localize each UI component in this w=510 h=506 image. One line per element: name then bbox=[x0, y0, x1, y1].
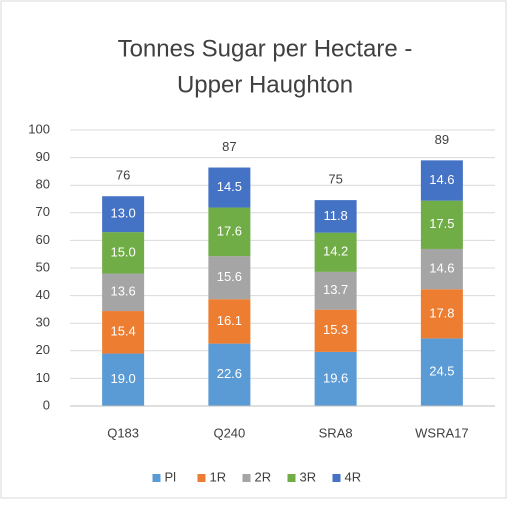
bar-segment bbox=[420, 289, 463, 339]
data-label: 11.8 bbox=[323, 208, 347, 223]
bar-segment bbox=[102, 196, 145, 233]
chart-title: Tonnes Sugar per Hectare - bbox=[118, 35, 413, 62]
bar-segment bbox=[314, 351, 357, 406]
data-label: 22.6 bbox=[217, 366, 242, 381]
y-tick-label: 80 bbox=[36, 177, 50, 192]
x-tick-label: WSRA17 bbox=[415, 425, 468, 440]
data-label: 14.2 bbox=[323, 244, 348, 259]
bar-segment bbox=[208, 207, 251, 257]
data-label: 15.0 bbox=[110, 244, 135, 259]
data-label: 13.6 bbox=[110, 284, 135, 299]
data-label: 15.3 bbox=[323, 322, 348, 337]
bar-segment bbox=[314, 309, 357, 352]
y-tick-label: 0 bbox=[43, 397, 50, 412]
legend-label: 3R bbox=[300, 469, 317, 484]
bar-segment bbox=[102, 311, 145, 354]
chart-title: Upper Haughton bbox=[177, 71, 353, 98]
x-tick-label: Q240 bbox=[213, 425, 245, 440]
bar-segment bbox=[314, 232, 357, 272]
total-label: 87 bbox=[222, 139, 236, 154]
y-tick-label: 100 bbox=[28, 121, 50, 136]
data-label: 17.8 bbox=[429, 305, 454, 320]
y-tick-label: 50 bbox=[36, 259, 50, 274]
bar-segment bbox=[102, 353, 145, 406]
bar-segment bbox=[208, 167, 251, 208]
legend-swatch bbox=[242, 474, 251, 482]
legend-label: 2R bbox=[255, 469, 272, 484]
bar-segment bbox=[314, 271, 357, 310]
data-label: 24.5 bbox=[429, 364, 454, 379]
data-label: 15.4 bbox=[110, 324, 135, 339]
y-tick-label: 90 bbox=[36, 149, 50, 164]
data-label: 14.6 bbox=[429, 261, 454, 276]
data-label: 13.0 bbox=[110, 206, 135, 221]
x-tick-label: Q183 bbox=[107, 425, 139, 440]
legend-swatch bbox=[287, 474, 296, 482]
bar-segment bbox=[102, 232, 145, 274]
legend-label: Pl bbox=[165, 469, 177, 484]
data-label: 19.0 bbox=[110, 371, 135, 386]
data-label: 17.6 bbox=[217, 223, 242, 238]
bar-segment bbox=[208, 256, 251, 300]
total-label: 89 bbox=[435, 132, 449, 147]
bar-segment bbox=[314, 200, 357, 233]
legend-swatch bbox=[152, 474, 161, 482]
data-label: 14.6 bbox=[429, 172, 454, 187]
bar-segment bbox=[208, 299, 251, 344]
bar-segment bbox=[420, 160, 463, 201]
y-tick-label: 30 bbox=[36, 315, 50, 330]
bar-segment bbox=[420, 248, 463, 290]
y-tick-label: 60 bbox=[36, 232, 50, 247]
legend-label: 1R bbox=[210, 469, 227, 484]
y-tick-label: 20 bbox=[36, 342, 50, 357]
bar-segment bbox=[208, 343, 251, 406]
data-label: 17.5 bbox=[429, 216, 454, 231]
legend-swatch bbox=[332, 474, 341, 482]
data-label: 13.7 bbox=[323, 282, 348, 297]
bar-segment bbox=[420, 338, 463, 406]
data-label: 14.5 bbox=[217, 179, 242, 194]
y-tick-label: 10 bbox=[36, 370, 50, 385]
y-tick-label: 40 bbox=[36, 287, 50, 302]
legend-swatch bbox=[197, 474, 206, 482]
bar-segment bbox=[102, 273, 145, 312]
total-label: 75 bbox=[328, 172, 342, 187]
total-label: 76 bbox=[116, 168, 130, 183]
bar-segment bbox=[420, 200, 463, 249]
data-label: 15.6 bbox=[217, 269, 242, 284]
x-tick-label: SRA8 bbox=[319, 425, 353, 440]
data-label: 16.1 bbox=[217, 313, 242, 328]
legend-label: 4R bbox=[345, 469, 362, 484]
y-tick-label: 70 bbox=[36, 204, 50, 219]
data-label: 19.6 bbox=[323, 370, 348, 385]
